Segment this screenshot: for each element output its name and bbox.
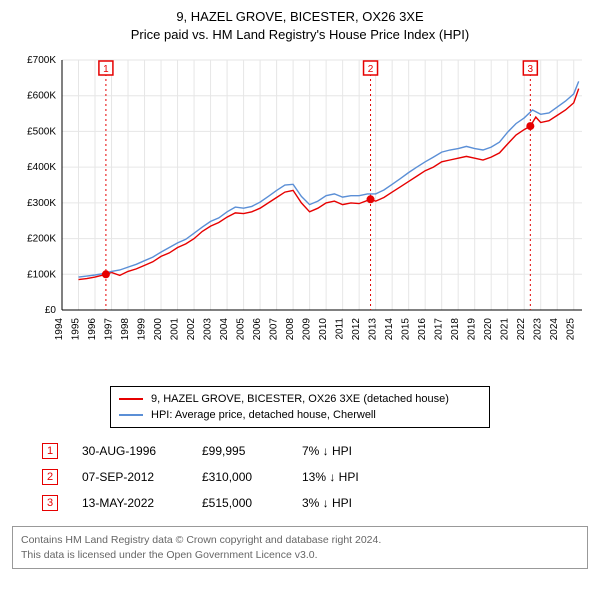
legend-row: 9, HAZEL GROVE, BICESTER, OX26 3XE (deta… [119,391,481,407]
chart-area: £0 £100K £200K £300K £400K £500K £600K £700K 199… [12,50,588,380]
svg-text:1: 1 [103,64,109,75]
svg-text:2019: 2019 [467,318,478,341]
svg-text:£300K: £300K [27,198,56,209]
sale-marker-box: 1 [42,443,58,459]
svg-text:2023: 2023 [533,318,544,341]
title-block: 9, HAZEL GROVE, BICESTER, OX26 3XE Price… [12,8,588,44]
svg-text:£500K: £500K [27,127,56,138]
svg-text:2025: 2025 [566,318,577,341]
legend-label: HPI: Average price, detached house, Cher… [151,409,376,421]
svg-text:1994: 1994 [54,318,65,341]
svg-text:2012: 2012 [351,318,362,341]
svg-text:2002: 2002 [186,318,197,341]
sale-date: 30-AUG-1996 [82,444,202,458]
sale-price: £310,000 [202,470,302,484]
svg-text:2020: 2020 [483,318,494,341]
sale-marker-box: 3 [42,495,58,511]
svg-text:2022: 2022 [516,318,527,341]
line-chart-svg: £0 £100K £200K £300K £400K £500K £600K £700K 199… [12,50,588,380]
svg-text:2008: 2008 [285,318,296,341]
svg-text:3: 3 [528,64,534,75]
legend-swatch-hpi [119,414,143,416]
svg-text:2003: 2003 [203,318,214,341]
svg-text:2007: 2007 [269,318,280,341]
svg-text:2015: 2015 [401,318,412,341]
svg-text:1997: 1997 [104,318,115,341]
sale-pct-vs-hpi: 7% ↓ HPI [302,444,412,458]
sale-price: £515,000 [202,496,302,510]
legend-row: HPI: Average price, detached house, Cher… [119,407,481,423]
legend: 9, HAZEL GROVE, BICESTER, OX26 3XE (deta… [110,386,490,428]
svg-text:2014: 2014 [384,318,395,341]
svg-text:£100K: £100K [27,270,56,281]
sale-pct-vs-hpi: 13% ↓ HPI [302,470,412,484]
title-address: 9, HAZEL GROVE, BICESTER, OX26 3XE [12,8,588,26]
svg-text:£200K: £200K [27,234,56,245]
sale-row: 3 13-MAY-2022£515,0003% ↓ HPI [42,490,588,516]
title-subtitle: Price paid vs. HM Land Registry's House … [12,26,588,44]
svg-text:£700K: £700K [27,55,56,66]
sale-marker-box: 2 [42,469,58,485]
svg-text:2001: 2001 [170,318,181,341]
sale-date: 07-SEP-2012 [82,470,202,484]
sale-date: 13-MAY-2022 [82,496,202,510]
svg-text:2005: 2005 [236,318,247,341]
svg-text:2000: 2000 [153,318,164,341]
attribution-line: This data is licensed under the Open Gov… [21,548,579,562]
svg-text:2011: 2011 [335,318,346,340]
svg-text:1999: 1999 [137,318,148,341]
sale-price: £99,995 [202,444,302,458]
chart-figure: 9, HAZEL GROVE, BICESTER, OX26 3XE Price… [0,0,600,577]
svg-text:2016: 2016 [417,318,428,341]
sale-row: 1 30-AUG-1996£99,9957% ↓ HPI [42,438,588,464]
sale-pct-vs-hpi: 3% ↓ HPI [302,496,412,510]
svg-text:2004: 2004 [219,318,230,341]
legend-swatch-property [119,398,143,400]
svg-text:1998: 1998 [120,318,131,341]
svg-text:2024: 2024 [549,318,560,341]
svg-text:1996: 1996 [87,318,98,341]
svg-text:2: 2 [368,64,374,75]
svg-text:2013: 2013 [368,318,379,341]
svg-text:2017: 2017 [434,318,445,341]
attribution-line: Contains HM Land Registry data © Crown c… [21,533,579,547]
svg-text:1995: 1995 [71,318,82,341]
attribution: Contains HM Land Registry data © Crown c… [12,526,588,568]
svg-text:2018: 2018 [450,318,461,341]
svg-text:2006: 2006 [252,318,263,341]
sale-row: 2 07-SEP-2012£310,00013% ↓ HPI [42,464,588,490]
sales-table: 1 30-AUG-1996£99,9957% ↓ HPI 2 07-SEP-2012£… [42,438,588,516]
legend-label: 9, HAZEL GROVE, BICESTER, OX26 3XE (deta… [151,393,449,405]
svg-text:£0: £0 [45,305,57,316]
svg-text:2009: 2009 [302,318,313,341]
svg-text:£400K: £400K [27,163,56,174]
svg-text:£600K: £600K [27,91,56,102]
svg-text:2021: 2021 [500,318,511,341]
svg-text:2010: 2010 [318,318,329,341]
